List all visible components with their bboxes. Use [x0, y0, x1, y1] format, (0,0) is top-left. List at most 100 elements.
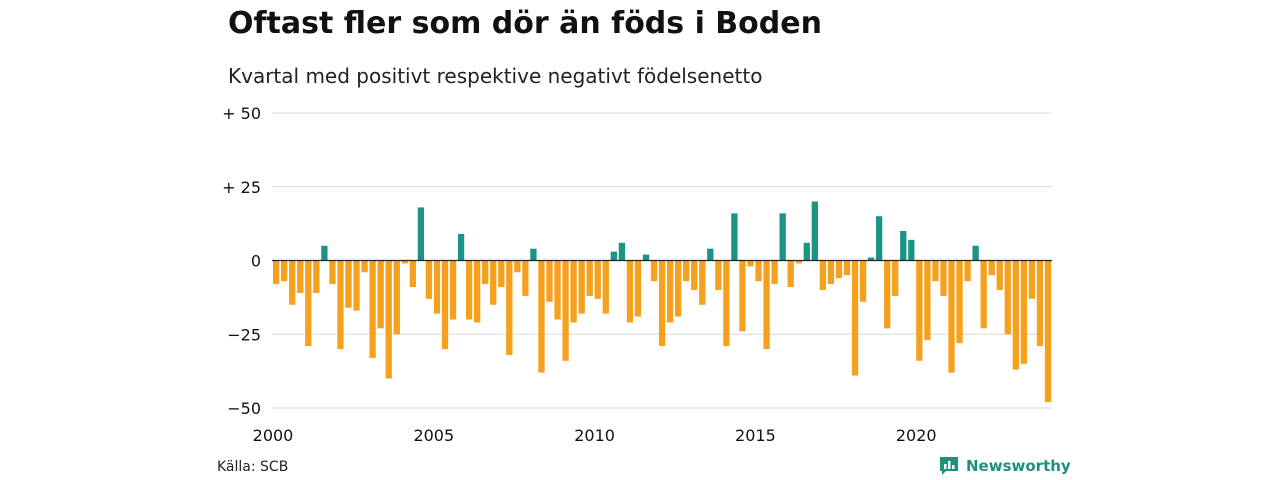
bar-negative	[964, 260, 971, 282]
bar-negative	[787, 260, 794, 288]
bar-negative	[827, 260, 835, 285]
bar-positive	[900, 231, 907, 261]
bar-negative	[795, 260, 802, 264]
y-tick-label: −50	[227, 399, 261, 418]
bar-negative	[650, 260, 658, 282]
y-tick-label: + 50	[222, 104, 261, 123]
bar-negative	[851, 260, 859, 376]
bar-negative	[666, 260, 674, 323]
bar-negative	[329, 260, 336, 285]
bar-negative	[723, 260, 730, 347]
bar-positive	[803, 242, 810, 261]
bar-negative	[739, 260, 746, 332]
bar-negative	[1028, 260, 1036, 299]
x-tick-label: 2000	[253, 426, 294, 445]
bar-negative	[715, 260, 722, 290]
bar-positive	[972, 245, 979, 261]
bar-negative	[273, 260, 280, 285]
bar-positive	[417, 207, 425, 261]
bar-negative	[691, 260, 698, 290]
bar-negative	[699, 260, 706, 305]
bar-negative	[988, 260, 995, 276]
y-tick-label: −25	[227, 325, 261, 344]
bar-negative	[433, 260, 441, 314]
bar-negative	[835, 260, 843, 279]
chart-subtitle: Kvartal med positivt respektive negativt…	[228, 64, 763, 88]
bar-positive	[707, 248, 714, 261]
bar-negative	[554, 260, 561, 320]
bar-negative	[771, 260, 778, 285]
bar-negative	[449, 260, 457, 320]
bar-negative	[538, 260, 545, 373]
bar-negative	[1012, 260, 1019, 370]
y-axis-tick-labels: + 50 + 25 0 −25 −50	[222, 104, 261, 418]
bar-negative	[843, 260, 851, 276]
bar-negative	[570, 260, 577, 323]
bar-positive	[867, 257, 875, 261]
bar-negative	[361, 260, 368, 273]
bar-negative	[675, 260, 682, 317]
bar-positive	[731, 213, 738, 261]
bar-negative	[763, 260, 770, 349]
bars	[273, 201, 1052, 403]
bar-negative	[369, 260, 376, 358]
bar-positive	[457, 233, 465, 261]
bar-negative	[892, 260, 899, 296]
bar-negative	[586, 260, 593, 296]
bar-negative	[626, 260, 634, 323]
brand-label: Newsworthy	[966, 457, 1071, 475]
bar-negative	[482, 260, 489, 285]
bar-positive	[642, 254, 650, 261]
bar-negative	[747, 260, 754, 267]
x-tick-label: 2015	[735, 426, 776, 445]
x-tick-label: 2010	[574, 426, 615, 445]
bar-negative	[474, 260, 481, 323]
bar-positive	[811, 201, 818, 261]
bar-negative	[289, 260, 296, 305]
bar-negative	[401, 260, 408, 264]
y-tick-label: 0	[251, 252, 261, 271]
bar-negative	[546, 260, 553, 302]
bar-negative	[353, 260, 360, 311]
bar-negative	[465, 260, 473, 320]
bar-negative	[305, 260, 312, 347]
bar-negative	[658, 260, 666, 347]
bar-negative	[932, 260, 939, 282]
bar-negative	[755, 260, 762, 282]
bar-negative	[409, 260, 416, 288]
x-axis-tick-labels: 2000 2005 2010 2015 2020	[253, 426, 937, 445]
y-tick-label: + 25	[222, 178, 261, 197]
bar-negative	[1020, 260, 1028, 364]
bar-negative	[337, 260, 344, 349]
bar-negative	[924, 260, 931, 341]
bar-negative	[377, 260, 384, 329]
bar-negative	[884, 260, 891, 329]
bar-positive	[321, 245, 328, 261]
newsworthy-logo: Newsworthy	[938, 456, 1071, 476]
bar-negative	[948, 260, 955, 373]
bar-negative	[916, 260, 923, 361]
bar-negative	[602, 260, 609, 314]
bar-negative	[562, 260, 569, 361]
x-tick-label: 2020	[896, 426, 937, 445]
bar-positive	[618, 242, 626, 261]
bar-negative	[1044, 260, 1052, 403]
chart-title: Oftast fler som dör än föds i Boden	[228, 6, 822, 41]
bar-negative	[514, 260, 521, 273]
bar-negative	[281, 260, 288, 282]
bar-negative	[425, 260, 433, 299]
bar-positive	[530, 248, 537, 261]
x-tick-label: 2005	[413, 426, 454, 445]
bar-negative	[522, 260, 529, 296]
bar-negative	[956, 260, 963, 344]
bar-negative	[1036, 260, 1044, 347]
bar-chart-speech-bubble-icon	[940, 457, 958, 475]
bar-negative	[297, 260, 304, 293]
bar-negative	[634, 260, 642, 317]
source-note: Källa: SCB	[217, 459, 289, 475]
bar-positive	[610, 251, 617, 261]
bar-positive	[876, 216, 883, 261]
bar-negative	[1004, 260, 1011, 335]
bar-negative	[940, 260, 947, 296]
bar-negative	[578, 260, 585, 314]
